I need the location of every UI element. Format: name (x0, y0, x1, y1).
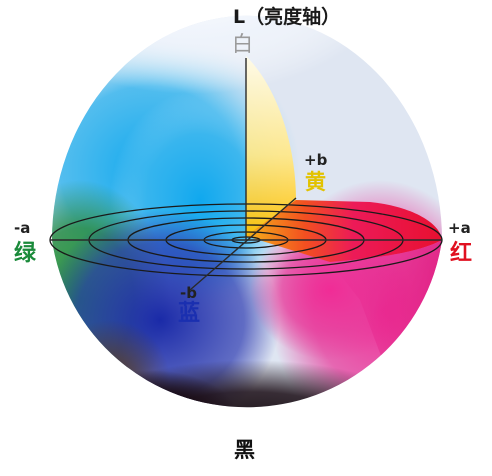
white-label: 白 (232, 32, 253, 56)
green-label: 绿 (14, 241, 37, 266)
axes (50, 58, 442, 291)
plus-a-label: +a (448, 219, 471, 237)
red-label: 红 (450, 241, 473, 266)
blue-label: 蓝 (178, 301, 201, 326)
minus-b-label: -b (180, 284, 197, 302)
yellow-label: 黄 (305, 170, 326, 194)
b-axis-line (189, 197, 297, 291)
plus-b-label: +b (304, 151, 328, 169)
minus-a-label: -a (14, 219, 31, 237)
black-label: 黑 (234, 438, 255, 462)
l-axis-title: L（亮度轴） (233, 6, 341, 28)
